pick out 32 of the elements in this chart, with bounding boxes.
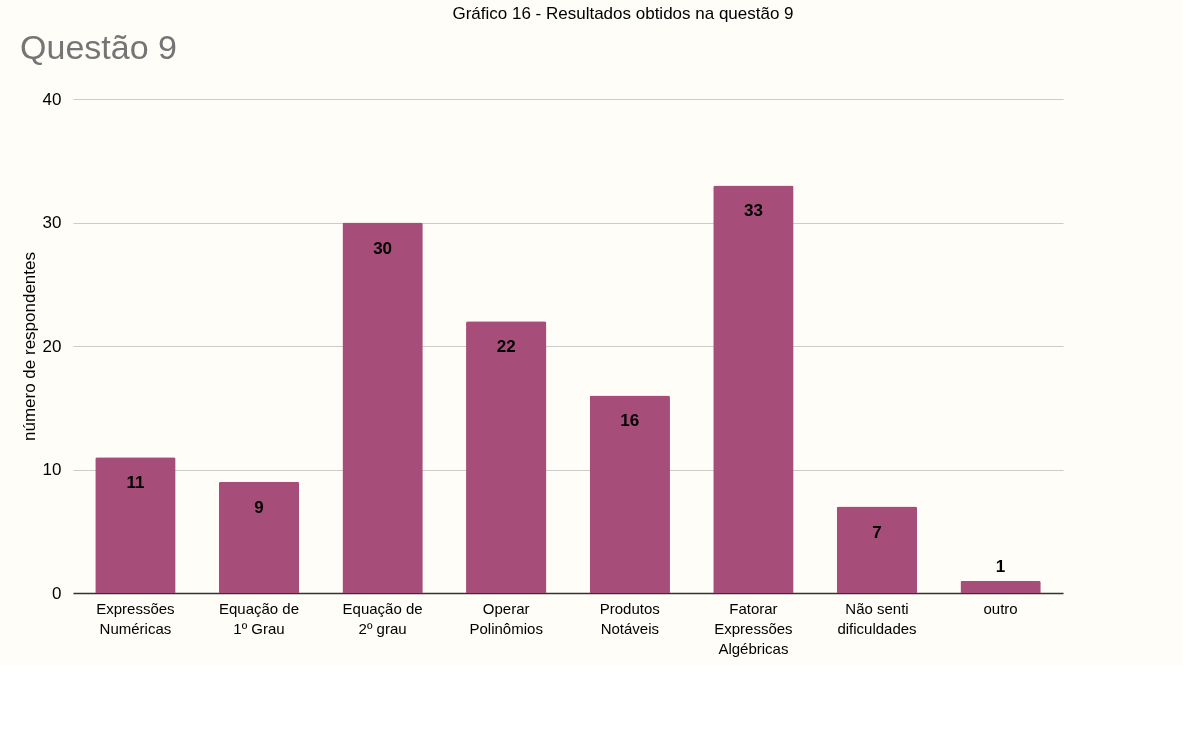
x-tick-label: Não senti dificuldades xyxy=(837,599,917,637)
data-label: 22 xyxy=(496,337,516,357)
x-tick-label: Fatorar Expressões Algébricas xyxy=(714,599,793,657)
x-tick-label: outro xyxy=(983,599,1018,617)
y-tick-label: 20 xyxy=(42,336,62,356)
x-tick-label: Equação de 2º grau xyxy=(342,599,423,637)
chart-title: Questão 9 xyxy=(20,28,177,66)
data-label: 7 xyxy=(872,522,882,542)
data-label: 9 xyxy=(254,497,264,517)
bar xyxy=(836,506,918,593)
y-tick-label: 10 xyxy=(42,460,62,479)
bar xyxy=(218,481,300,593)
text: Gráfico 16 - Resultados obtidos na questão 9 xyxy=(452,4,794,23)
data-label: 16 xyxy=(620,411,640,431)
data-label: 11 xyxy=(126,473,145,493)
x-tick-label: Operar Polinômios xyxy=(469,599,543,637)
bar xyxy=(95,457,176,593)
data-label: 30 xyxy=(373,238,393,258)
bar xyxy=(589,395,670,593)
x-tick-label: Produtos Notáveis xyxy=(599,599,660,637)
x-tick-label: Expressões Numéricas xyxy=(96,599,175,637)
bar xyxy=(960,580,1041,593)
y-tick-label: 40 xyxy=(42,89,62,109)
y-tick-label: 30 xyxy=(42,213,62,232)
bar xyxy=(713,185,794,593)
data-label: 1 xyxy=(995,556,1006,576)
bar xyxy=(342,222,423,593)
data-label: 33 xyxy=(743,201,763,221)
x-tick-label: Equação de 1º Grau xyxy=(218,599,300,637)
bar xyxy=(466,321,547,593)
y-tick-label: 0 xyxy=(52,583,62,603)
y-axis-title: número de respondentes xyxy=(19,251,39,442)
